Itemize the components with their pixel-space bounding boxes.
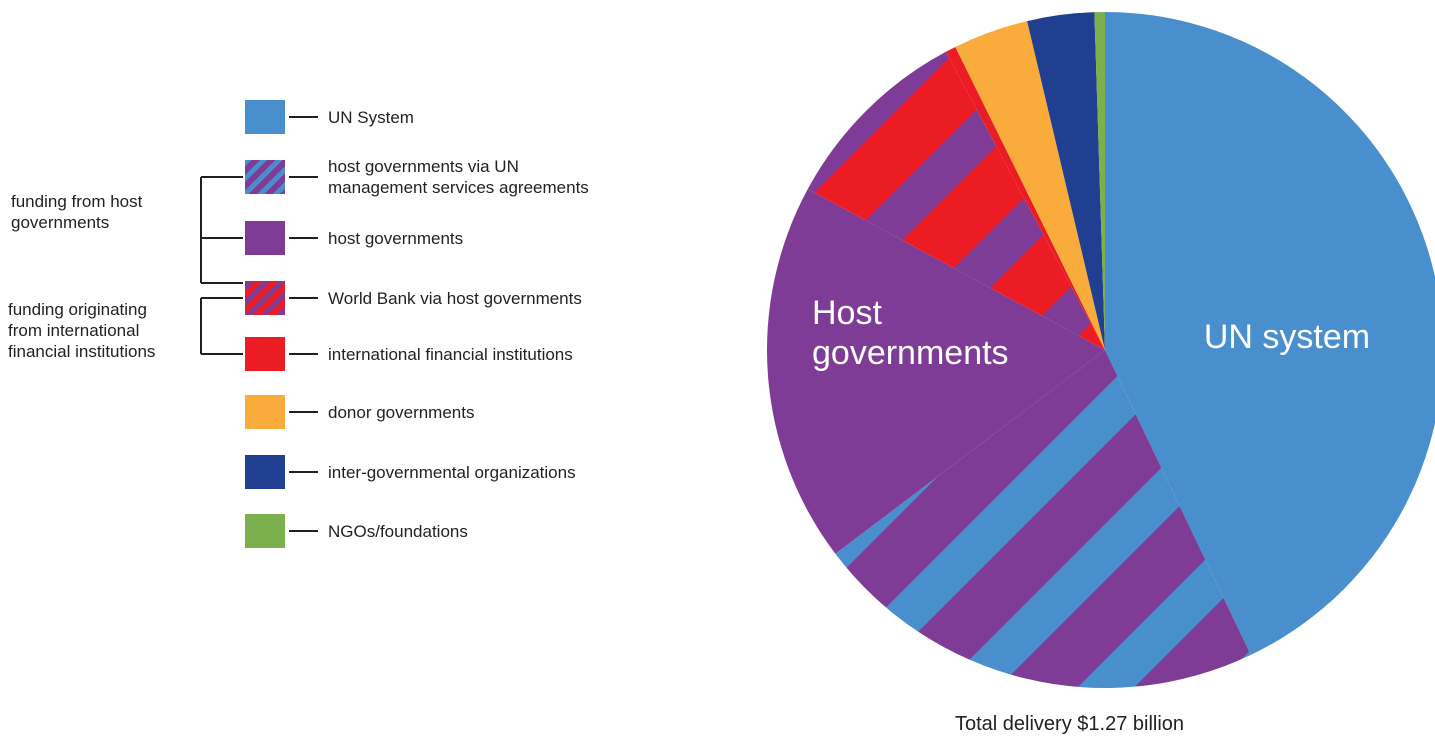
legend-label-igo: inter-governmental organizations (328, 462, 576, 483)
legend-swatch-host_via_un_msa (245, 160, 285, 194)
legend-label-line: international financial institutions (328, 344, 573, 364)
group-label-0: funding from host governments (11, 191, 142, 233)
slice-label-host_governments: Host governments (812, 294, 1009, 372)
group-label-line: from international (8, 320, 140, 340)
legend-label-ifi: international financial institutions (328, 344, 573, 365)
group-label-1: funding originating from international fin… (8, 299, 155, 362)
legend-label-line: inter-governmental organizations (328, 462, 576, 482)
pie-slice-ngos (1094, 12, 1105, 350)
slice-label-un_system: UN system (1204, 318, 1370, 356)
legend-label-host_governments: host governments (328, 228, 463, 249)
pie-slice-host_via_un_msa (835, 350, 1251, 688)
legend-swatch-host_governments (245, 221, 285, 255)
legend-label-world_bank_via_host: World Bank via host governments (328, 288, 582, 309)
legend-swatch-igo (245, 455, 285, 489)
pie-slice-donor_governments (955, 21, 1105, 351)
group-label-line: funding from host (11, 192, 143, 211)
group-label-line: funding originating (8, 299, 147, 319)
group-label-line: financial institutions (8, 341, 156, 361)
legend-swatch-ngos (245, 514, 285, 548)
group-bracket-0 (200, 176, 243, 284)
group-bracket-1 (200, 297, 243, 355)
slice-labels: UN system Host governments (812, 294, 1370, 372)
legend-label-host_via_un_msa: host governments via UN management servic… (328, 156, 589, 198)
legend-label-line: host governments via UN (328, 157, 519, 176)
chart-caption: Total delivery $1.27 billion (955, 713, 1185, 735)
legend-label-line: UN System (328, 107, 414, 127)
legend-label-line: donor governments (328, 402, 475, 422)
legend-label-line: NGOs/foundations (328, 521, 468, 541)
legend-label-donor_governments: donor governments (328, 402, 474, 423)
legend-group-brackets (200, 176, 243, 355)
pie-slice-ifi (945, 46, 1105, 350)
pie-slice-world_bank_via_host (807, 51, 1105, 350)
legend-swatch-un_system (245, 100, 285, 134)
pie-slices (767, 12, 1435, 688)
pie-slice-host_governments (767, 189, 1105, 554)
pie-slice-un_system (1105, 12, 1435, 655)
legend-label-line: management services agreements (328, 178, 589, 197)
group-label-line: governments (11, 213, 110, 232)
legend-swatch-world_bank_via_host (245, 281, 285, 315)
legend-swatch-donor_governments (245, 395, 285, 429)
legend-label-line: host governments (328, 228, 464, 248)
legend (245, 100, 318, 548)
legend-label-un_system: UN System (328, 107, 414, 128)
legend-label-line: World Bank via host governments (328, 288, 582, 308)
pie-slice-igo (1027, 12, 1105, 350)
legend-swatch-ifi (245, 337, 285, 371)
legend-label-ngos: NGOs/foundations (328, 521, 468, 542)
